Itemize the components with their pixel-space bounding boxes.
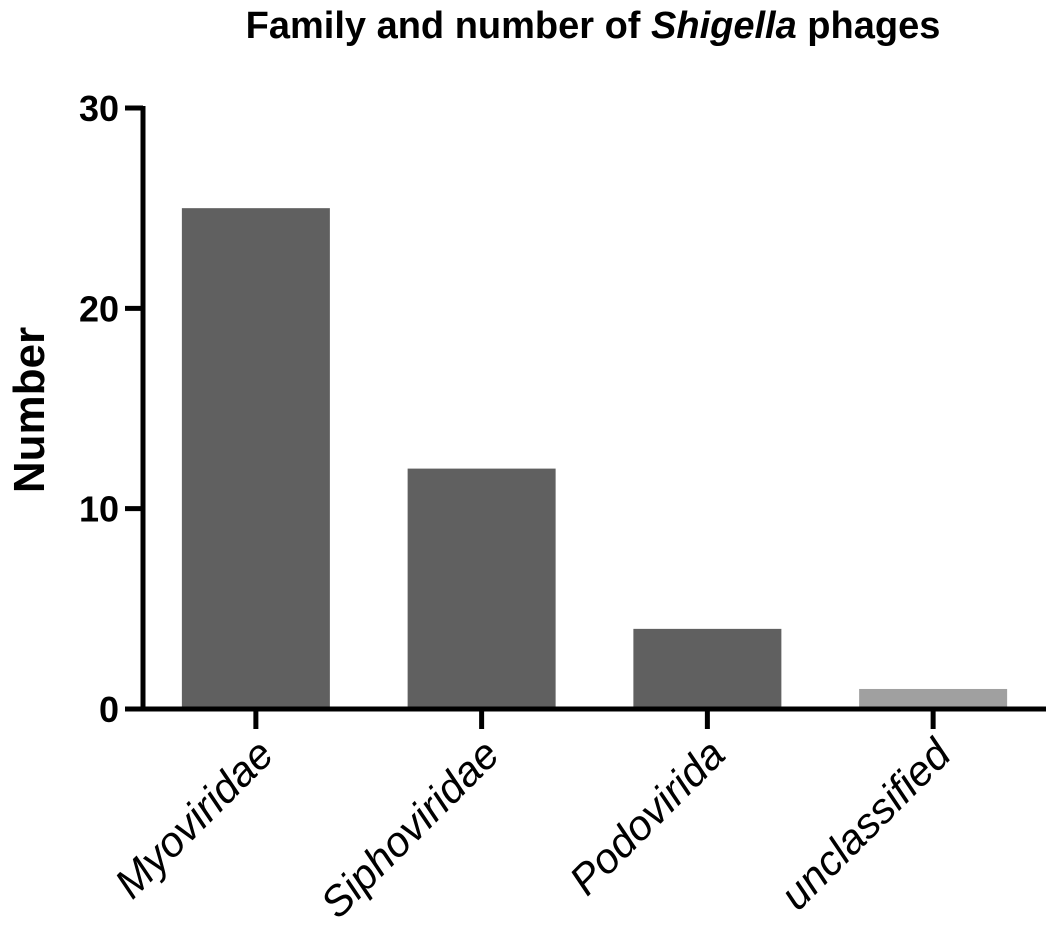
x-tick-label-unclassified: unclassified xyxy=(771,729,961,919)
bar-unclassified xyxy=(859,688,1008,709)
chart-title-part-2: Shigella xyxy=(651,5,797,47)
y-tick-label: 20 xyxy=(79,288,119,329)
x-tick-label-myoviridae: Myoviridae xyxy=(105,730,282,907)
bar-myoviridae xyxy=(181,208,330,709)
bar-siphoviridae xyxy=(407,468,556,709)
chart-title-part-1: Family and number of xyxy=(246,5,651,47)
x-tick-label-siphoviridae: Siphoviridae xyxy=(311,730,508,927)
bars-group xyxy=(181,208,1008,709)
chart-title: Family and number of Shigella phages xyxy=(246,5,941,47)
y-tick-label: 30 xyxy=(79,88,119,129)
y-axis: 0 10 20 30 xyxy=(79,88,146,730)
y-tick-label: 10 xyxy=(79,489,119,530)
x-tick-label-podovirida: Podovirida xyxy=(560,730,734,904)
y-axis-label: Number xyxy=(5,327,54,493)
y-tick-label: 0 xyxy=(99,689,119,730)
chart-title-part-3: phages xyxy=(797,5,941,47)
bar-podovirida xyxy=(633,628,782,709)
x-axis: Myoviridae Siphoviridae Podovirida unclassi… xyxy=(105,706,1046,927)
